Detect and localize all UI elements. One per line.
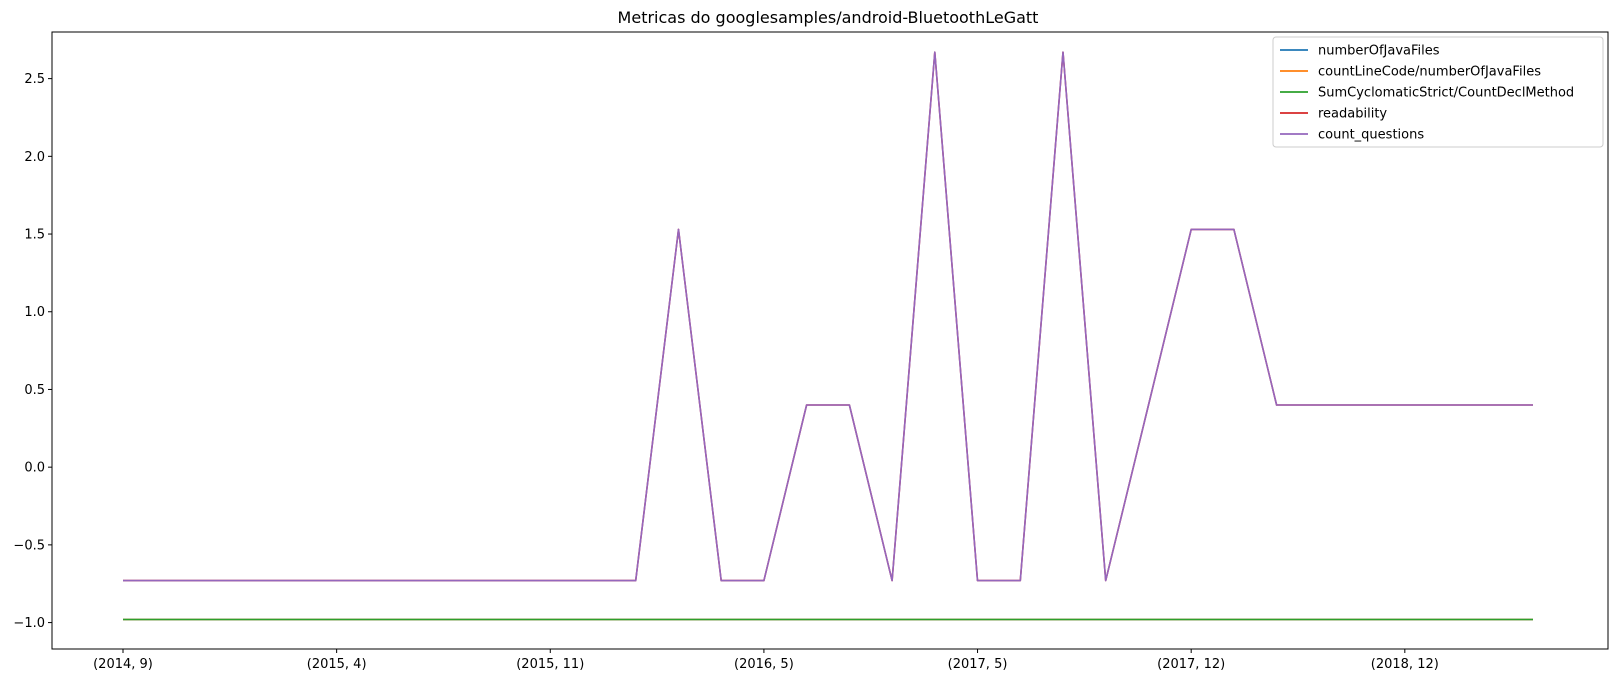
x-axis: (2014, 9) (2015, 4) (2015, 11) (2016, 5) (20… — [93, 649, 1439, 672]
y-tick-label: 2.0 — [24, 150, 45, 165]
y-tick-label: 0.5 — [24, 383, 45, 398]
legend-label: countLineCode/numberOfJavaFiles — [1318, 65, 1541, 80]
chart-title: Metricas do googlesamples/android-Blueto… — [618, 8, 1039, 27]
legend-label: readability — [1318, 107, 1387, 122]
legend-label: numberOfJavaFiles — [1318, 44, 1440, 59]
y-tick-label: −0.5 — [13, 538, 45, 553]
x-tick-label: (2017, 5) — [948, 657, 1008, 672]
legend-label: count_questions — [1318, 128, 1424, 143]
x-tick-label: (2015, 4) — [307, 657, 367, 672]
legend: numberOfJavaFiles countLineCode/numberOfJ… — [1272, 36, 1604, 148]
y-tick-label: 0.0 — [24, 461, 45, 476]
x-tick-label: (2017, 12) — [1157, 657, 1225, 672]
x-tick-label: (2015, 11) — [516, 657, 584, 672]
y-axis: −1.0 −0.5 0.0 0.5 1.0 1.5 2.0 2.5 — [13, 72, 52, 631]
legend-label: SumCyclomaticStrict/CountDeclMethod — [1318, 86, 1574, 101]
y-tick-label: 1.0 — [24, 305, 45, 320]
x-tick-label: (2014, 9) — [93, 657, 153, 672]
plot-area — [51, 31, 1609, 650]
series-line-count-questions — [123, 51, 1533, 582]
legend-box — [1272, 36, 1604, 148]
y-tick-label: 1.5 — [24, 228, 45, 243]
y-tick-label: −1.0 — [13, 616, 45, 631]
y-tick-label: 2.5 — [24, 72, 45, 87]
x-tick-label: (2016, 5) — [734, 657, 794, 672]
series-layer — [123, 51, 1533, 621]
x-tick-label: (2018, 12) — [1371, 657, 1439, 672]
